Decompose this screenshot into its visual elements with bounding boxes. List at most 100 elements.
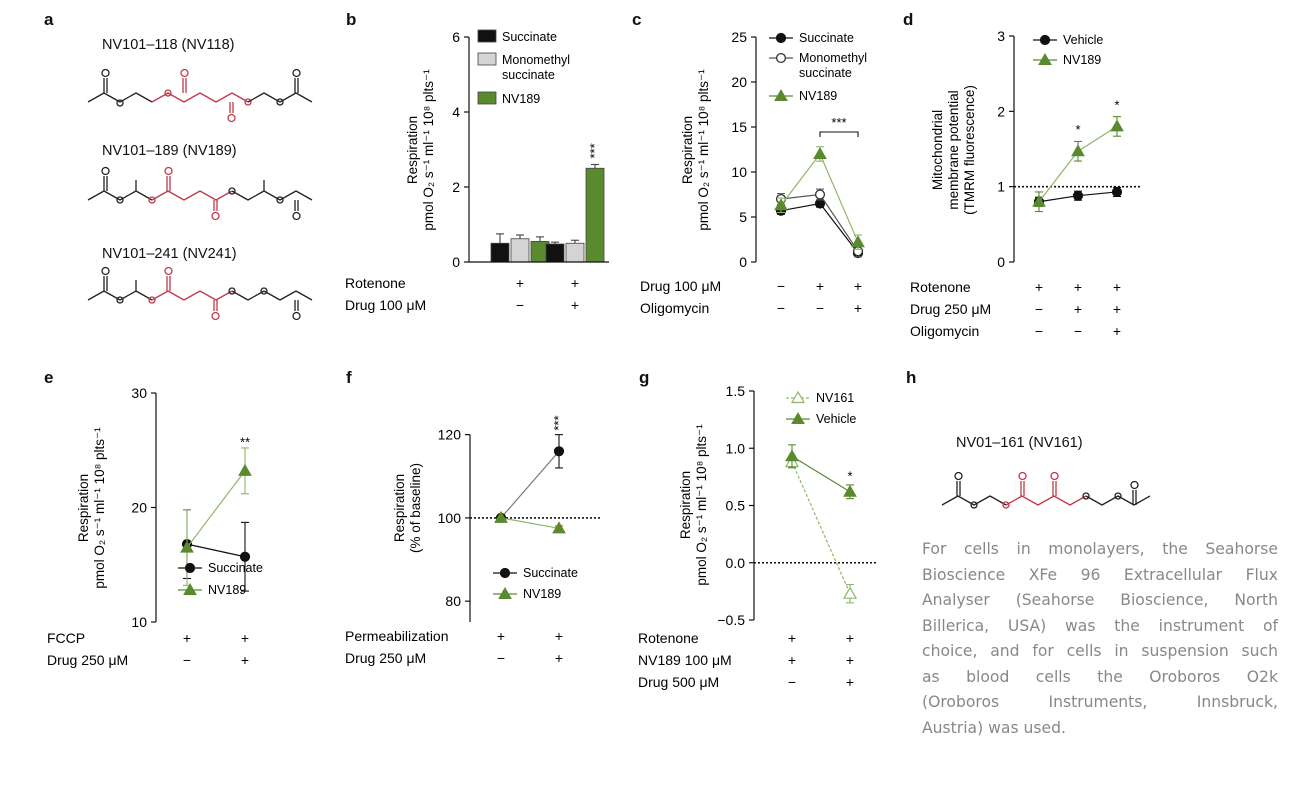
y-axis-label-line: Respiration [678,471,693,539]
legend-marker [184,562,196,574]
condition-value: + [1113,279,1121,295]
condition-value: + [241,652,249,668]
legend-label: NV189 [523,587,561,601]
condition-value: + [571,297,579,313]
series-line [186,470,246,548]
structure-nv161 [941,471,1151,509]
condition-value: + [1035,279,1043,295]
legend-label: Succinate [502,30,557,44]
condition-value: − [516,297,524,313]
legend-label: Monomethyl succinate [502,53,570,82]
condition-label: NV189 100 μM [638,652,732,668]
y-tick-label: 120 [438,427,462,443]
structure-nv241 [87,266,313,321]
condition-value: + [846,674,854,690]
condition-value: + [846,630,854,646]
legend-label: NV189 [799,89,837,103]
y-tick-label: 100 [438,510,462,526]
data-point [180,540,194,553]
significance-marker: *** [587,143,602,158]
chart-c: 0 5 10 15 20 25 Respirationpmol O₂ s⁻¹ ml⁻¹ 10… [640,29,867,316]
data-point [774,198,788,211]
series-line [791,455,851,493]
data-point [1071,144,1085,157]
bar [565,242,585,263]
legend-swatch [477,91,497,105]
panel-label-f: f [346,368,352,387]
chart-d: 0 1 2 3 Mitochondrialmembrane potential(TMRM… [910,28,1142,339]
y-tick-label: 0 [739,254,747,270]
significance-marker: *** [551,415,566,430]
condition-label: Permeabilization [345,628,449,644]
bar [510,238,530,263]
data-point [239,551,251,562]
legend-label-line: Monomethyl [799,51,867,65]
data-point [494,510,508,523]
condition-label: Oligomycin [640,300,709,316]
y-axis-label-line: membrane potential [946,90,961,209]
legend-marker [790,390,806,404]
significance-marker: * [1075,122,1080,137]
data-point [851,235,865,248]
legend-label-line: NV189 [208,583,246,597]
condition-value: + [788,630,796,646]
legend-label-line: NV161 [816,391,854,405]
y-tick-label: 6 [452,29,460,45]
y-axis-label-line: pmol O₂ s⁻¹ ml⁻¹ 10⁸ plts⁻¹ [696,69,711,231]
data-point [785,449,799,462]
legend-marker [774,88,788,101]
y-tick-label: 0.0 [726,555,746,571]
legend-label: Vehicle [816,412,856,426]
compound-name-nv118: NV101–118 (NV118) [102,37,235,53]
condition-value: + [1113,323,1121,339]
panel-label-e: e [44,368,54,387]
caption-line: Austria) was used. [922,718,1066,737]
condition-value: − [777,278,785,294]
legend-marker [498,586,512,599]
y-tick-label: 10 [731,164,747,180]
bar [585,167,605,263]
condition-label: Rotenone [910,279,971,295]
legend-label: Vehicle [1063,33,1103,47]
chart-g: −0.5 0.0 0.5 1.0 1.5 Respirationpmol O₂ s⁻¹ m… [638,383,876,690]
legend-label-line: Succinate [799,31,854,45]
legend-label-line: Succinate [523,566,578,580]
condition-value: + [788,652,796,668]
data-point [552,521,566,534]
condition-value: − [777,300,785,316]
legend-marker [775,52,787,64]
y-tick-label: 2 [452,179,460,195]
legend-marker [499,567,511,579]
data-point [813,146,827,159]
condition-value: − [497,650,505,666]
y-tick-label: 1.5 [726,383,746,399]
data-point [1072,190,1084,201]
y-axis-label: Respirationpmol O₂ s⁻¹ ml⁻¹ 10⁸ plts⁻¹ [405,69,436,231]
series-line [780,202,859,254]
y-axis-label: Respiration(% of baseline) [392,463,423,553]
condition-value: + [1074,279,1082,295]
y-tick-label: 20 [131,500,147,516]
legend-label: Succinate [208,561,263,575]
y-tick-label: 20 [731,74,747,90]
caption-line: Billerica, USA) was the instrument of [922,616,1278,635]
panel-label-h: h [906,368,917,387]
series-line [186,543,246,558]
condition-label: Rotenone [638,630,699,646]
legend-label: NV161 [816,391,854,405]
y-tick-label: 0.5 [726,498,746,514]
legend-marker [791,411,805,424]
y-tick-label: −0.5 [717,612,745,628]
legend-marker [1039,34,1051,46]
caption-line: Analyser (Seahorse Bioscience, North [922,591,1278,609]
chart-e: 10 20 30 Respirationpmol O₂ s⁻¹ ml⁻¹ 10⁸ pl… [47,385,263,668]
condition-label: Rotenone [345,275,406,291]
y-tick-label: 4 [452,104,460,120]
legend-marker [775,32,787,44]
condition-value: + [846,652,854,668]
condition-value: − [788,674,796,690]
compound-name-nv161: NV01–161 (NV161) [956,435,1083,451]
compound-name-nv189: NV101–189 (NV189) [102,143,237,159]
bar [545,243,565,263]
